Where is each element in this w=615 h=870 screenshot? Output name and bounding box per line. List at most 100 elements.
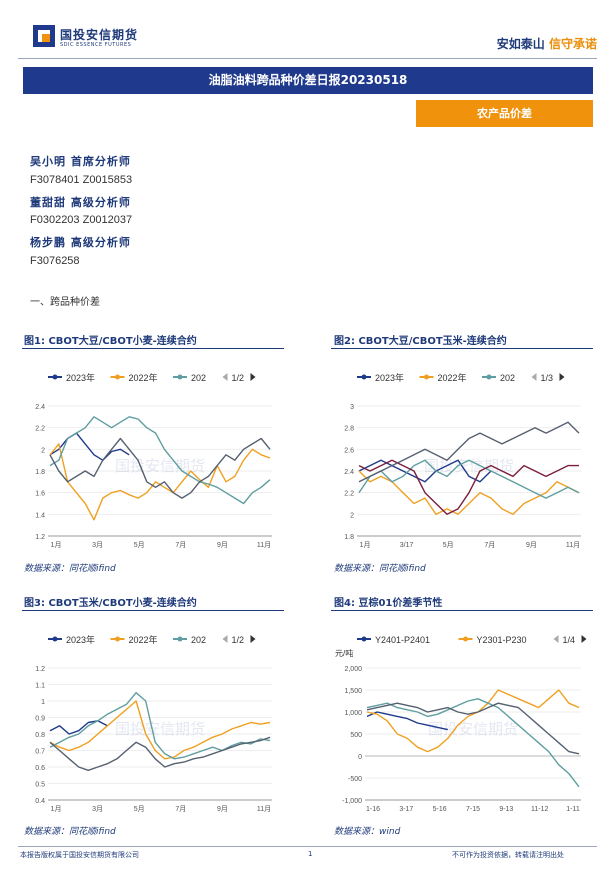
series-line: [49, 720, 108, 735]
series-line: [358, 470, 580, 515]
footer-disclaimer: 不可作为投资依据，转载请注明出处: [452, 851, 564, 859]
legend-label: 2023年: [375, 372, 404, 383]
y-tick-label: 2.2: [35, 426, 45, 433]
legend-label: 202: [500, 373, 515, 383]
series-line: [358, 459, 492, 483]
y-tick-label: 0.9: [35, 716, 45, 723]
legend-marker: [361, 374, 367, 380]
figure-source: 数据来源：同花顺ifind: [24, 564, 116, 574]
legend-marker: [52, 636, 58, 642]
slogan: 安如泰山 信守承诺: [497, 35, 597, 52]
figure-title: 图2: CBOT大豆/CBOT玉米-连续合约: [334, 336, 507, 347]
y-tick-label: 0: [358, 754, 362, 761]
series-line: [358, 459, 580, 499]
figure-title: 图3: CBOT玉米/CBOT小麦-连续合约: [24, 598, 197, 609]
chart-corn-wheat: 2023年 2022年 202 1/2 0.4 0.5 0.6 0.7 0.8 0.9 1 1.1 1.…: [35, 634, 272, 813]
legend-marker: [424, 374, 429, 380]
series-line: [358, 459, 579, 515]
figure-rule: [22, 610, 284, 611]
y-tick-label: 1.2: [35, 666, 45, 673]
watermark-text: 国投安信期货: [115, 721, 205, 738]
legend-marker: [361, 636, 367, 642]
legend-label: 2023年: [66, 634, 95, 645]
figure-source: 数据来源：同花顺ifind: [24, 827, 116, 837]
y-tick-label: 1,500: [344, 688, 362, 695]
analyst-name: 吴小明 首席分析师: [30, 155, 131, 168]
legend-marker: [115, 374, 120, 380]
legend-label: 202: [191, 373, 206, 383]
y-tick-label: -500: [348, 776, 362, 783]
pager-next-icon: [250, 373, 256, 381]
analyst-cert: F0302203 Z0012037: [30, 214, 133, 226]
figure-rule: [331, 610, 593, 611]
y-tick-label: 3: [350, 404, 354, 411]
pager-label: 1/3: [541, 373, 554, 383]
pager-label: 1/2: [232, 373, 245, 383]
legend-label: Y2301-P230: [477, 635, 527, 645]
y-tick-label: 1.1: [35, 683, 45, 690]
y-tick-label: 1.4: [35, 512, 45, 519]
pager-label: 1/4: [563, 635, 576, 645]
legend-marker: [463, 636, 468, 642]
y-tick-label: 0.7: [35, 749, 45, 756]
y-tick-label: -1,000: [342, 798, 362, 805]
y-tick-label: 1: [41, 699, 45, 706]
y-tick-label: 0.6: [35, 765, 45, 772]
series-line: [49, 416, 271, 505]
legend-marker: [115, 636, 120, 642]
series-line: [366, 689, 580, 753]
legend-label: 2022年: [129, 634, 158, 645]
x-tick-label: 5月: [134, 805, 145, 813]
slogan-part-a: 安如泰山: [496, 37, 545, 51]
figure-rule: [22, 348, 284, 349]
x-tick-label: 3/17: [400, 542, 414, 549]
x-tick-label: 7月: [484, 541, 495, 549]
series-line: [49, 443, 271, 521]
x-tick-label: 5月: [134, 541, 145, 549]
series-line: [49, 736, 271, 771]
footer-divider: [18, 846, 597, 847]
pager-next-icon: [581, 635, 587, 643]
chart-soy-corn: 2023年 2022年 202 1/31.822.22.42.62.83国投安信期货1…: [344, 372, 581, 549]
x-tick-label: 7-15: [466, 806, 480, 813]
series-line: [49, 432, 130, 461]
analyst-cert: F3076258: [30, 255, 80, 267]
y-tick-label: 1.8: [344, 534, 354, 541]
y-tick-label: 2.2: [344, 491, 354, 498]
series-line: [49, 700, 271, 760]
page-number: 1: [308, 850, 313, 858]
y-tick-label: 1.2: [35, 534, 45, 541]
series-line: [49, 437, 271, 499]
chart-soy-palm-spread: Y2401-P2401 Y2301-P230 1/4 元/吨 -1,000 -500 0 50…: [335, 635, 587, 813]
legend-label: 2022年: [129, 372, 158, 383]
legend-label: 2023年: [66, 372, 95, 383]
x-tick-label: 7月: [175, 805, 186, 813]
header-divider: [18, 58, 597, 59]
logo-text: 国投安信期货: [60, 28, 139, 42]
company-logo-icon: [33, 25, 55, 47]
legend-label: 202: [191, 635, 206, 645]
y-tick-label: 2: [350, 512, 354, 519]
legend-label: 2022年: [438, 372, 467, 383]
x-tick-label: 11月: [566, 541, 580, 549]
x-tick-label: 1月: [51, 541, 62, 549]
footer-copyright: 本报告版权属于国投安信期货有限公司: [20, 851, 139, 859]
y-tick-label: 2,000: [344, 666, 362, 673]
legend-marker: [177, 374, 183, 380]
x-tick-label: 1月: [51, 805, 62, 813]
series-line: [366, 702, 580, 755]
series-line: [49, 692, 271, 760]
analyst-cert: F3078401 Z0015853: [30, 174, 133, 186]
pager-prev-icon: [531, 373, 537, 381]
pager-next-icon: [250, 635, 256, 643]
watermark-text: 国投安信期货: [428, 721, 518, 738]
series-line: [366, 698, 580, 788]
x-tick-label: 3月: [92, 541, 103, 549]
x-tick-label: 1-16: [366, 806, 380, 813]
x-tick-label: 1-11: [566, 806, 580, 813]
legend-marker: [52, 374, 58, 380]
pager-prev-icon: [553, 635, 559, 643]
legend-label: Y2401-P2401: [375, 635, 430, 645]
y-tick-label: 2.6: [344, 447, 354, 454]
analyst-name: 杨步鹏 高级分析师: [30, 236, 131, 249]
